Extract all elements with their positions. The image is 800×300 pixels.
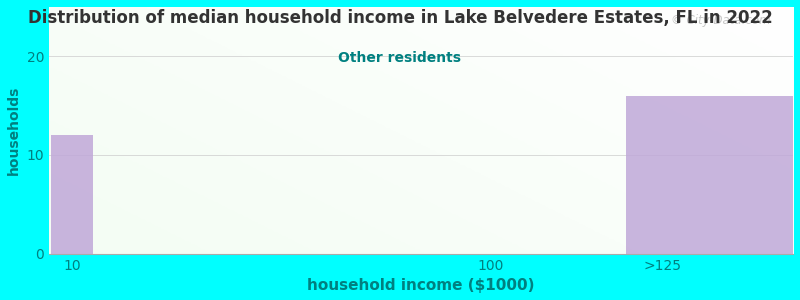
Text: Distribution of median household income in Lake Belvedere Estates, FL in 2022: Distribution of median household income …: [28, 9, 772, 27]
Text: © City-Data.com: © City-Data.com: [671, 14, 770, 27]
Bar: [51, 135, 93, 254]
Y-axis label: households: households: [7, 85, 21, 175]
Text: Other residents: Other residents: [338, 51, 462, 65]
Bar: [626, 96, 793, 254]
X-axis label: household income ($1000): household income ($1000): [307, 278, 534, 293]
